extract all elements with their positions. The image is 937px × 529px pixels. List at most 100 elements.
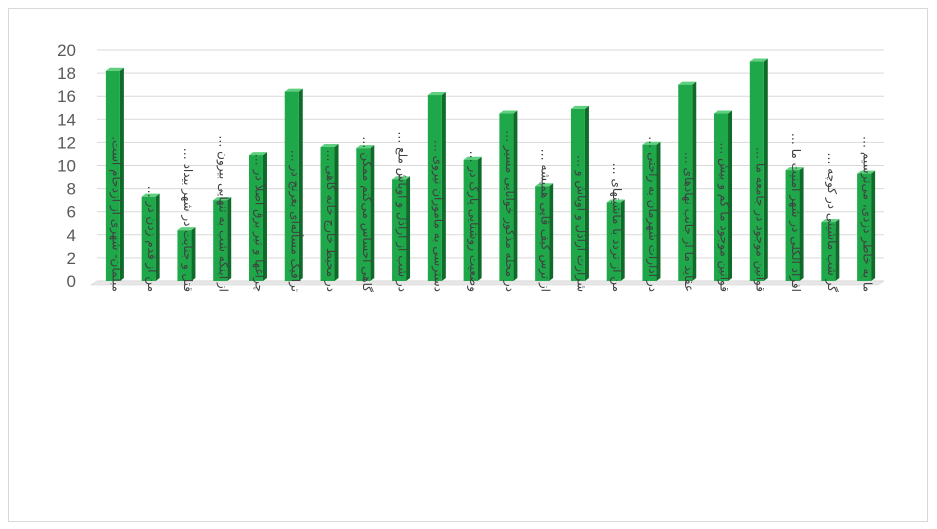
bar-front (356, 148, 371, 281)
bar-top (141, 193, 160, 197)
bar-front (105, 70, 120, 281)
bar (499, 110, 518, 282)
bar (177, 227, 196, 281)
bar-top (749, 58, 768, 62)
bar-top (392, 176, 411, 180)
x-tick-label: وضعیت روشنایی پارک در … (466, 151, 481, 292)
bar-side (656, 141, 661, 281)
bar-top (177, 227, 196, 231)
bar-side (799, 167, 804, 281)
bar (213, 197, 232, 281)
bar-side (692, 81, 697, 282)
bar-front (213, 200, 228, 281)
bar-top (356, 145, 375, 149)
x-tick-label: مبلمان- شهری از ازدحام است. (108, 136, 123, 292)
y-tick-label: 18 (57, 64, 76, 83)
x-tick-label: شرارت اراذل و اوباش و … (573, 155, 588, 292)
bar-front (248, 155, 263, 281)
x-tick-label: دسترسی به ماموران نیروی … (430, 140, 445, 292)
bar (320, 144, 339, 281)
x-tick-label: از اینکه شب به تنهایی بیرون … (216, 135, 231, 292)
bar (714, 110, 733, 282)
bars (105, 58, 876, 282)
x-tick-label: از ترس کیف قاپی همیشه … (538, 149, 553, 292)
bar-front (392, 179, 407, 281)
bar (570, 105, 589, 281)
x-tick-label: در ادارات شهرمان به راحتی … (645, 136, 660, 292)
bar-front (678, 84, 693, 282)
y-tick-label: 6 (67, 203, 76, 222)
bar-front (141, 196, 156, 281)
x-tick-label: قوانین موجود در جامعه ما … (752, 147, 767, 292)
bar (284, 88, 303, 281)
x-tick-label: گر شب ماشینی در کوچه … (824, 152, 839, 292)
bar-side (191, 227, 196, 281)
bar (606, 199, 625, 281)
x-tick-label: ترافیک مسأله‌ای بغرنج در … (287, 150, 304, 292)
x-tick-label: قتل و جنایت در شهر بیداد … (180, 148, 195, 292)
x-tick-label: افراد الکلی در شهر امنیت ما … (788, 133, 803, 292)
bar-side (298, 88, 303, 281)
bar-front (821, 222, 836, 281)
bar-top (320, 144, 339, 148)
bar (427, 92, 446, 281)
x-tick-label: من از قدم زدن در … (144, 186, 159, 292)
bar-front (785, 170, 800, 281)
bar-front (284, 91, 299, 281)
bar-side (763, 58, 768, 281)
bar (392, 176, 411, 281)
bar-side (513, 110, 518, 282)
bar (356, 145, 375, 281)
y-tick-label: 8 (67, 180, 76, 199)
y-tick-label: 0 (67, 272, 76, 291)
bar (535, 183, 554, 281)
y-tick-label: 2 (67, 249, 76, 268)
bar-side (119, 67, 124, 281)
bar-top (857, 170, 876, 174)
bar (785, 167, 804, 281)
x-tick-label: قوانین موجود ما کم و بیش … (717, 142, 732, 292)
bar-side (549, 183, 554, 281)
bar (463, 156, 482, 281)
bar-top (248, 152, 267, 156)
bar-side (406, 176, 411, 281)
bar-side (835, 219, 840, 281)
bar-front (499, 113, 514, 282)
bar-top (821, 219, 840, 223)
bar-front (535, 186, 550, 281)
bar-side (871, 170, 876, 281)
bar-top (535, 183, 554, 187)
bar-top (213, 197, 232, 201)
y-tick-label: 14 (57, 110, 76, 129)
bar-top (427, 92, 446, 96)
bar-top (714, 110, 733, 114)
x-tick-label: در محله مذکور خوانایی مسیر … (502, 130, 517, 292)
y-tick-label: 4 (67, 226, 76, 245)
bar-front (570, 108, 585, 281)
bar-side (620, 199, 625, 281)
bar-top (105, 67, 124, 71)
y-tick-label: 10 (57, 157, 76, 176)
bar-side (334, 144, 339, 281)
y-tick-label: 16 (57, 87, 76, 106)
bar-front (427, 95, 442, 281)
x-tick-label: من از تردد با ماشینهای … (609, 163, 624, 292)
bar-top (678, 81, 697, 85)
bar-top (642, 141, 661, 145)
bar-top (499, 110, 518, 114)
bar-side (477, 156, 482, 281)
bar-front (749, 61, 764, 281)
bar-front (714, 113, 729, 282)
bar (749, 58, 768, 281)
x-tick-label: در محیط خارج خانه گاهی … (323, 149, 338, 292)
bar-front (857, 173, 872, 281)
bar-front (606, 202, 621, 281)
bar (141, 193, 160, 281)
bar-side (155, 193, 160, 281)
x-tick-label: ما به خاطر دزدی، می‌ترسیم … (860, 136, 875, 292)
bar (821, 219, 840, 281)
bar (248, 152, 267, 281)
bar (678, 81, 697, 282)
bar (857, 170, 876, 281)
